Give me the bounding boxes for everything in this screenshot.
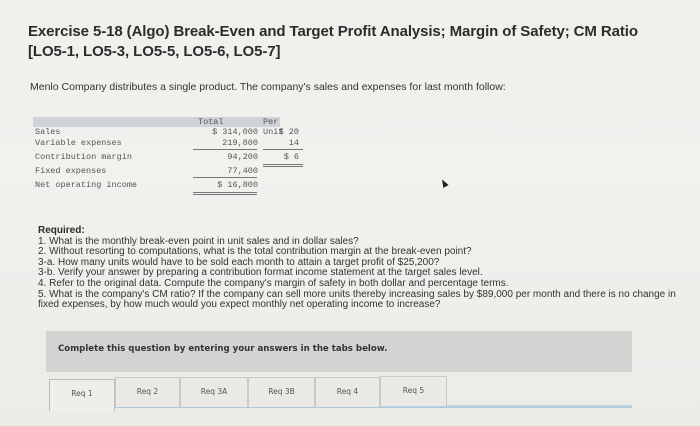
row-label: Variable expenses [35,138,122,148]
required-item-3a: 3-a. How many units would have to be sol… [38,256,440,268]
row-per-unit: $ 6 [283,152,299,162]
table-row-contribution-margin: Contribution margin 94,200 $ 6 [33,152,303,167]
total-underline [193,149,257,150]
row-total: 77,400 [227,166,258,176]
row-total: $ 16,800 [217,180,258,190]
row-total: 219,800 [222,138,258,148]
unit-underline [263,149,303,150]
row-total: $ 314,000 [212,127,258,137]
tab-req-5[interactable]: Req 5 [380,376,447,406]
instruction-message: Complete this question by entering your … [58,344,388,354]
total-double-underline [193,192,257,195]
required-section: Required: 1. What is the monthly break-e… [38,225,688,311]
row-per-unit: $ 20 [278,127,299,137]
total-underline [193,177,257,178]
required-item-2: 2. Without resorting to computations, wh… [38,246,472,258]
tab-req-4[interactable]: Req 4 [315,377,380,407]
row-per-unit: 14 [288,138,299,148]
required-item-4: 4. Refer to the original data. Compute t… [38,277,509,289]
table-row-variable-expenses: Variable expenses 219,800 14 [33,138,303,150]
mouse-cursor-icon [439,178,449,188]
requirement-tabs: Req 1 Req 2 Req 3A Req 3B Req 4 Req 5 [49,376,632,411]
table-row-fixed-expenses: Fixed expenses 77,400 [33,166,280,178]
required-item-1: 1. What is the monthly break-even point … [38,235,359,247]
row-label: Sales [35,127,61,137]
instruction-panel: Complete this question by entering your … [46,331,632,372]
tab-req-1[interactable]: Req 1 [49,379,115,411]
tab-req-3b[interactable]: Req 3B [248,377,315,407]
tab-req-2[interactable]: Req 2 [115,377,180,407]
required-item-5: 5. What is the company's CM ratio? If th… [38,288,676,311]
intro-text: Menlo Company distributes a single produ… [30,81,506,93]
row-label: Fixed expenses [35,166,107,176]
tab-req-3a[interactable]: Req 3A [180,377,248,407]
required-item-3b: 3-b. Verify your answer by preparing a c… [38,267,483,279]
table-row-sales: Sales $ 314,000 $ 20 [33,127,299,138]
required-heading: Required: [38,225,85,236]
unit-double-underline [263,164,303,167]
row-total: 94,200 [227,152,258,162]
income-statement-table: Total Per Unit Sales $ 314,000 $ 20 Vari… [33,117,303,195]
header-per-unit: Per Unit [263,117,284,137]
header-total: Total [198,117,224,127]
table-header: Total Per Unit [33,117,283,137]
row-label: Net operating income [35,180,138,190]
row-label: Contribution margin [35,152,132,162]
table-row-net-operating-income: Net operating income $ 16,800 [33,180,280,195]
exercise-title: Exercise 5-18 (Algo) Break-Even and Targ… [28,23,638,60]
